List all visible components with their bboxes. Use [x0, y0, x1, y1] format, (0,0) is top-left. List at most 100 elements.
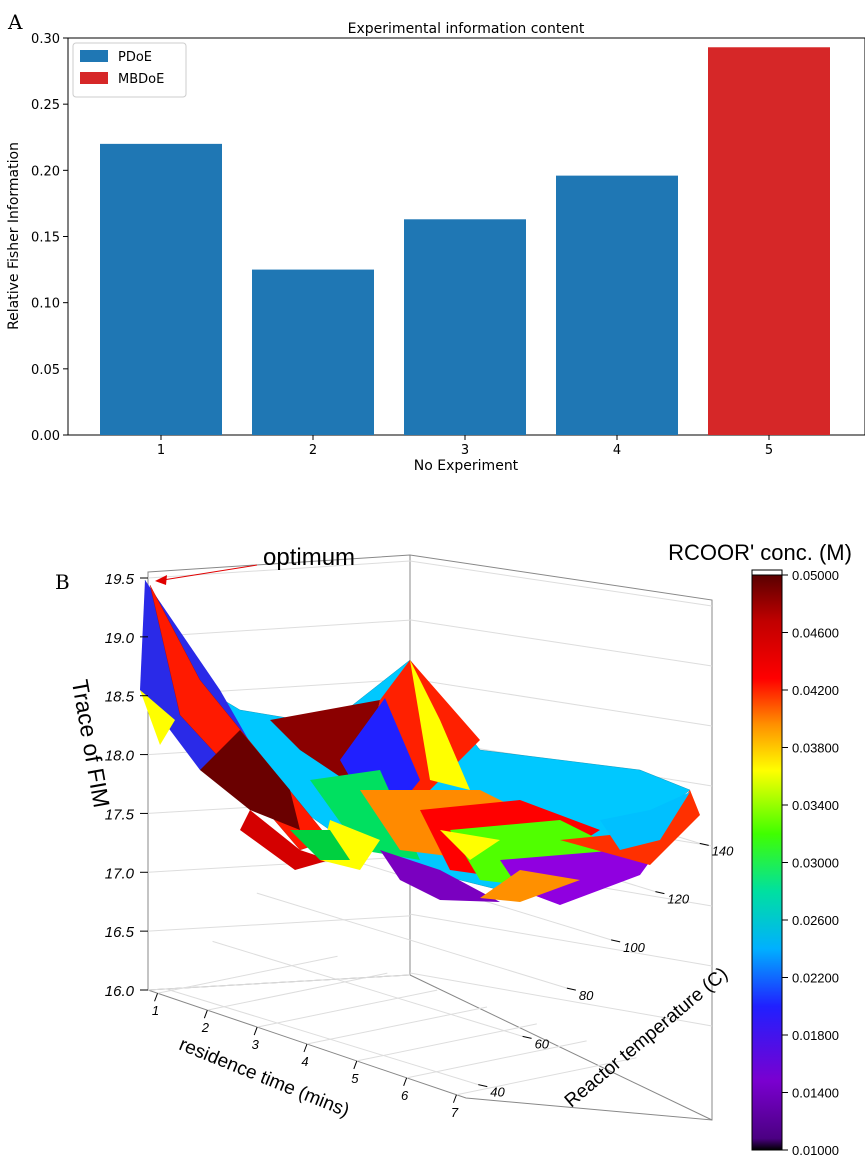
grid-line	[147, 915, 411, 932]
grid-line	[256, 892, 568, 989]
grid-line	[409, 972, 713, 1027]
y-tick-label: 100	[623, 940, 645, 955]
y-tick-mark	[566, 987, 576, 991]
z-axis: 16.0 16.5 17.0 17.5 18.0 18.5 19.0 19.5	[105, 571, 148, 1000]
surface	[140, 579, 700, 905]
grid-line	[409, 619, 713, 667]
grid-line	[406, 1040, 587, 1079]
x-tick-label: 2	[201, 1020, 210, 1035]
y-tick-label: 0.00	[31, 429, 60, 444]
x-axis: 1 2 3 4 5	[157, 435, 773, 458]
z-tick-label: 19.0	[105, 630, 135, 647]
grid-line	[212, 940, 523, 1037]
grid-line	[147, 856, 411, 873]
legend-label: PDoE	[118, 50, 152, 65]
optimum-annotation: optimum	[155, 544, 355, 585]
x-tick-mark	[303, 1043, 308, 1053]
x-tick-mark	[353, 1060, 358, 1070]
x-tick-mark	[203, 1009, 208, 1019]
grid-line	[168, 989, 479, 1086]
z-tick-label: 17.5	[105, 806, 135, 823]
y-axis-label: Reactor temperature (C)	[561, 964, 732, 1112]
x-tick-label: 6	[401, 1088, 409, 1103]
grid-line	[409, 913, 713, 967]
bar-2	[252, 269, 374, 435]
x-axis-label: residence time (mins)	[176, 1034, 352, 1122]
x-tick-mark	[452, 1094, 457, 1103]
y-tick-mark	[699, 842, 709, 846]
z-tick-label: 18.5	[105, 689, 135, 706]
y-axis: 0.00 0.05 0.10 0.15 0.20 0.25 0.30	[31, 32, 68, 444]
y-tick-label: 60	[535, 1036, 550, 1051]
panel-letter-a: A	[8, 10, 23, 34]
y-tick-label: 0.10	[31, 297, 60, 312]
y-axis: 40 60 80 100 120 140	[478, 842, 734, 1100]
x-tick-label: 3	[252, 1037, 260, 1052]
y-tick-mark	[611, 939, 621, 943]
optimum-label: optimum	[263, 544, 355, 571]
legend-swatch	[80, 72, 108, 84]
z-tick-label: 16.0	[105, 983, 135, 1000]
y-tick-label: 80	[579, 988, 594, 1003]
colorbar-tick-label: 0.04600	[792, 626, 839, 641]
panel-letter-b: B	[55, 570, 70, 594]
bar-series	[100, 47, 830, 436]
bar-3	[404, 219, 526, 435]
colorbar-tick-label: 0.02600	[792, 913, 839, 928]
bar-1	[100, 143, 222, 435]
y-tick-mark	[522, 1035, 532, 1039]
colorbar-tick-label: 0.01800	[792, 1028, 839, 1043]
y-tick-label: 0.15	[31, 231, 60, 246]
legend-swatch	[80, 50, 108, 62]
x-tick-label: 5	[351, 1071, 359, 1086]
grid-line	[456, 1057, 637, 1096]
bar-4	[556, 175, 678, 436]
colorbar-tick-label: 0.01000	[792, 1143, 839, 1155]
z-tick-label: 16.5	[105, 924, 135, 941]
colorbar-tick-label: 0.05000	[792, 568, 839, 583]
grid-line	[409, 678, 713, 727]
colorbar-tick-label: 0.01400	[792, 1086, 839, 1101]
bar-5	[708, 47, 830, 435]
x-tick-mark	[154, 993, 159, 1002]
colorbar-tick-label: 0.04200	[792, 683, 839, 698]
x-tick-label: 2	[309, 443, 317, 458]
colorbar-tick-label: 0.03400	[792, 798, 839, 813]
surface-plot: optimum 16.0 16.5 17.0 17.5 18.0 18.5 19.0 19.5…	[67, 540, 852, 1155]
x-axis-label: No Experiment	[414, 458, 519, 474]
x-tick-label: 3	[461, 443, 469, 458]
colorbar-title: RCOOR' conc. (M)	[668, 540, 852, 565]
x-axis: 1 2 3 4 5 6 7	[152, 993, 459, 1120]
x-tick-label: 1	[152, 1003, 159, 1018]
colorbar-tick-label: 0.03800	[792, 741, 839, 756]
colorbar-ticks: 0.05000 0.04600 0.04200 0.03800 0.03400 0.030…	[782, 568, 839, 1155]
y-tick-label: 0.25	[31, 98, 60, 113]
x-tick-label: 5	[765, 443, 773, 458]
chart-title: Experimental information content	[348, 21, 585, 37]
x-tick-label: 4	[301, 1054, 308, 1069]
y-axis-label: Relative Fisher Information	[6, 142, 22, 330]
y-tick-label: 40	[490, 1085, 505, 1100]
grid-line	[157, 955, 338, 994]
legend: PDoE MBDoE	[72, 42, 187, 98]
bar-chart: Experimental information content 0.00 0.0…	[6, 21, 865, 474]
grid-line	[207, 972, 388, 1011]
x-tick-label: 1	[157, 443, 165, 458]
y-tick-label: 0.05	[31, 363, 60, 378]
y-tick-mark	[655, 891, 665, 895]
grid-line	[257, 989, 438, 1028]
colorbar-top-cap	[751, 569, 783, 576]
x-tick-mark	[403, 1077, 408, 1087]
x-tick-label: 4	[613, 443, 621, 458]
grid-line	[409, 560, 713, 607]
z-tick-label: 17.0	[105, 865, 135, 882]
y-tick-label: 140	[712, 843, 734, 858]
y-tick-mark	[478, 1084, 488, 1088]
grid-line	[356, 1023, 537, 1062]
colorbar	[751, 574, 783, 1151]
colorbar-tick-label: 0.02200	[792, 971, 839, 986]
colorbar-tick-label: 0.03000	[792, 856, 839, 871]
grid-line	[147, 619, 411, 638]
y-tick-label: 0.20	[31, 164, 60, 179]
x-tick-label: 7	[451, 1105, 459, 1120]
